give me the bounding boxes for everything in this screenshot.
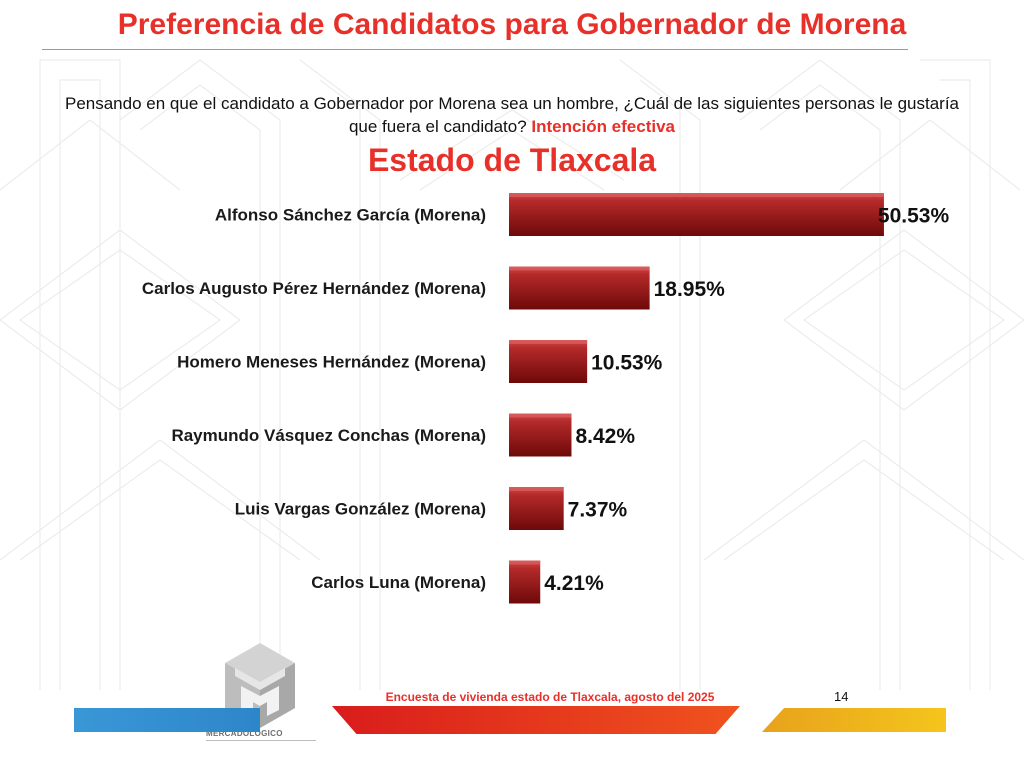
footer-red-bar <box>332 706 740 734</box>
page-title: Preferencia de Candidatos para Gobernado… <box>117 8 907 41</box>
bar-carlos-augusto-perez-hernandez-morena <box>509 266 650 310</box>
bar-highlight-luis-vargas-gonzalez-morena <box>509 487 564 491</box>
state-title: Estado de Tlaxcala <box>367 142 657 178</box>
bar-highlight-carlos-augusto-perez-hernandez-morena <box>509 266 650 271</box>
bar-highlight-carlos-luna-morena <box>509 560 541 565</box>
bar-alfonso-sanchez-garcia-morena <box>509 193 884 236</box>
category-label-alfonso-sanchez-garcia-morena: Alfonso Sánchez García (Morena) <box>215 206 486 225</box>
bar-highlight-raymundo-vasquez-conchas-morena <box>509 413 572 418</box>
value-label-raymundo-vasquez-conchas-morena: 8.42% <box>575 425 635 448</box>
footer-blue-bar <box>74 708 260 732</box>
category-label-carlos-augusto-perez-hernandez-morena: Carlos Augusto Pérez Hernández (Morena) <box>142 279 486 298</box>
value-label-luis-vargas-gonzalez-morena: 7.37% <box>568 499 628 522</box>
category-label-raymundo-vasquez-conchas-morena: Raymundo Vásquez Conchas (Morena) <box>171 426 486 445</box>
bar-raymundo-vasquez-conchas-morena <box>509 413 572 457</box>
footer-survey-note: Encuesta de vivienda estado de Tlaxcala,… <box>385 690 715 704</box>
title-divider <box>42 49 908 50</box>
logo-tagline-line <box>206 740 316 744</box>
category-label-carlos-luna-morena: Carlos Luna (Morena) <box>311 573 486 592</box>
bar-highlight-homero-meneses-hernandez-morena <box>509 340 588 344</box>
category-label-luis-vargas-gonzalez-morena: Luis Vargas González (Morena) <box>235 500 486 519</box>
bar-carlos-luna-morena <box>509 560 541 604</box>
value-label-carlos-augusto-perez-hernandez-morena: 18.95% <box>654 278 726 301</box>
value-label-homero-meneses-hernandez-morena: 10.53% <box>591 352 663 375</box>
value-label-alfonso-sanchez-garcia-morena: 50.53% <box>878 205 950 228</box>
footer-yellow-bar <box>762 708 946 732</box>
survey-question: Pensando en que el candidato a Gobernado… <box>60 92 964 138</box>
question-highlight: Intención efectiva <box>531 117 676 136</box>
category-label-homero-meneses-hernandez-morena: Homero Meneses Hernández (Morena) <box>177 353 486 372</box>
bar-luis-vargas-gonzalez-morena <box>509 487 564 530</box>
bar-highlight-alfonso-sanchez-garcia-morena <box>509 193 884 197</box>
logo-wordmark: MERCADOLÓGICO <box>206 729 283 738</box>
value-label-carlos-luna-morena: 4.21% <box>544 572 604 595</box>
question-text: Pensando en que el candidato a Gobernado… <box>64 94 960 136</box>
bar-homero-meneses-hernandez-morena <box>509 340 588 383</box>
page-number: 14 <box>834 689 849 704</box>
